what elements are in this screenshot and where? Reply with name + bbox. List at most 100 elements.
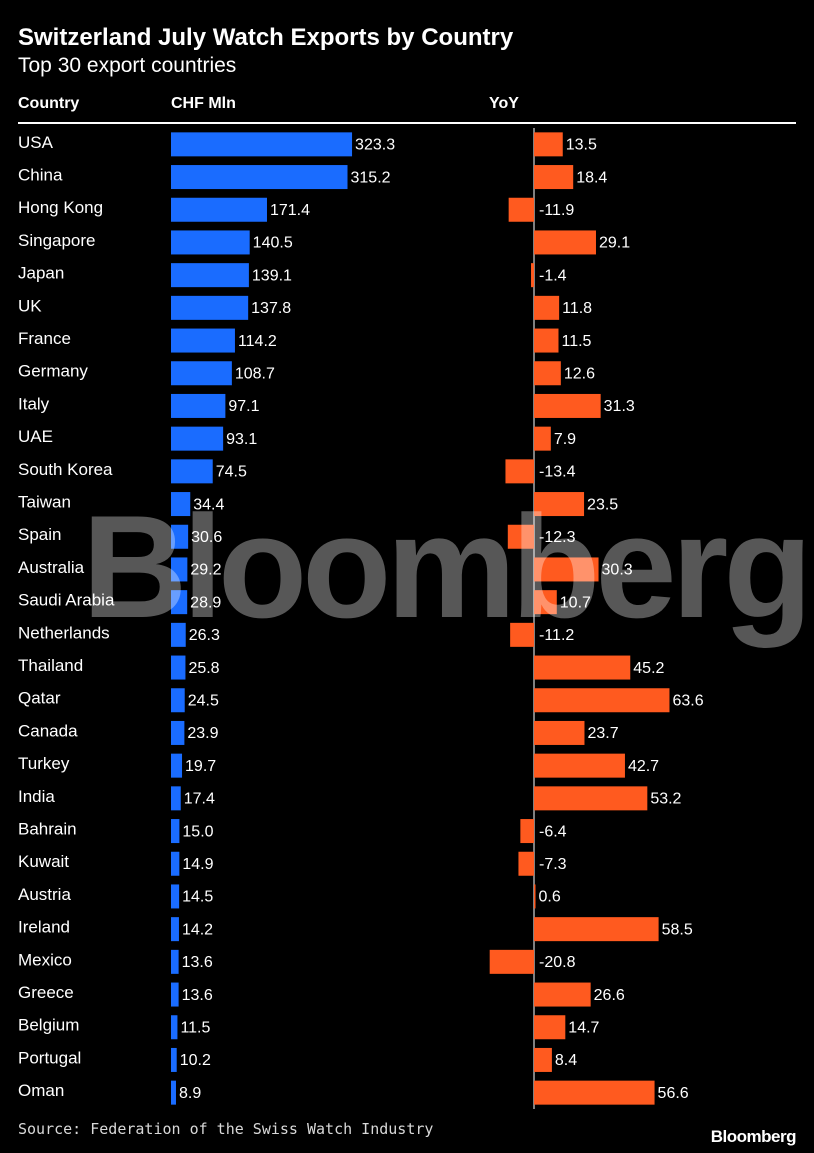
country-label-spain: Spain xyxy=(18,525,61,544)
yoy-bar-netherlands xyxy=(510,622,534,647)
value-bar-ireland xyxy=(171,917,179,942)
country-label-austria: Austria xyxy=(18,885,71,904)
value-label-mexico: 13.6 xyxy=(182,954,213,971)
country-label-mexico: Mexico xyxy=(18,950,72,969)
yoy-bar-taiwan xyxy=(534,492,585,517)
value-bar-hong-kong xyxy=(171,197,267,222)
value-bar-italy xyxy=(171,393,226,418)
yoy-bar-turkey xyxy=(534,753,625,778)
yoy-bar-thailand xyxy=(534,655,631,680)
value-bar-greece xyxy=(171,982,179,1007)
yoy-label-qatar: 63.6 xyxy=(672,692,703,709)
country-label-portugal: Portugal xyxy=(18,1048,81,1067)
value-label-thailand: 25.8 xyxy=(188,660,219,677)
country-label-oman: Oman xyxy=(18,1081,64,1100)
value-bar-germany xyxy=(171,361,232,386)
value-label-uae: 93.1 xyxy=(226,431,257,448)
yoy-bar-hong-kong xyxy=(508,197,534,222)
yoy-bar-kuwait xyxy=(518,851,534,876)
value-bar-australia xyxy=(171,557,188,582)
yoy-bar-mexico xyxy=(489,949,534,974)
value-label-spain: 30.6 xyxy=(191,529,222,546)
yoy-label-bahrain: -6.4 xyxy=(539,823,567,840)
yoy-label-usa: 13.5 xyxy=(566,137,597,154)
country-label-ireland: Ireland xyxy=(18,918,70,937)
value-label-usa: 323.3 xyxy=(355,137,395,154)
value-label-netherlands: 26.3 xyxy=(189,627,220,644)
yoy-bar-south-korea xyxy=(505,459,534,484)
value-label-uk: 137.8 xyxy=(251,300,291,317)
value-bar-uk xyxy=(171,295,249,320)
yoy-label-thailand: 45.2 xyxy=(633,660,664,677)
yoy-label-greece: 26.6 xyxy=(594,987,625,1004)
value-bar-austria xyxy=(171,884,180,909)
value-label-india: 17.4 xyxy=(184,791,215,808)
country-label-australia: Australia xyxy=(18,558,85,577)
value-label-hong-kong: 171.4 xyxy=(270,202,310,219)
yoy-label-turkey: 42.7 xyxy=(628,758,659,775)
yoy-bar-belgium xyxy=(534,1015,566,1040)
yoy-bar-bahrain xyxy=(520,819,534,844)
value-bar-qatar xyxy=(171,688,185,713)
country-label-saudi-arabia: Saudi Arabia xyxy=(18,591,115,610)
yoy-label-germany: 12.6 xyxy=(564,365,595,382)
yoy-label-japan: -1.4 xyxy=(539,267,567,284)
value-bar-saudi-arabia xyxy=(171,590,188,615)
yoy-label-china: 18.4 xyxy=(576,169,607,186)
column-header-yoy: YoY xyxy=(489,95,519,112)
yoy-label-taiwan: 23.5 xyxy=(587,496,618,513)
yoy-label-kuwait: -7.3 xyxy=(539,856,567,873)
yoy-label-ireland: 58.5 xyxy=(662,921,693,938)
yoy-label-south-korea: -13.4 xyxy=(539,464,576,481)
value-label-ireland: 14.2 xyxy=(182,921,213,938)
yoy-label-belgium: 14.7 xyxy=(568,1019,599,1036)
yoy-label-uae: 7.9 xyxy=(554,431,576,448)
value-bar-singapore xyxy=(171,230,250,255)
source-note: Source: Federation of the Swiss Watch In… xyxy=(18,1120,434,1138)
yoy-label-singapore: 29.1 xyxy=(599,235,630,252)
yoy-label-saudi-arabia: 10.7 xyxy=(560,594,591,611)
yoy-bar-portugal xyxy=(534,1047,552,1072)
country-label-italy: Italy xyxy=(18,394,50,413)
country-label-belgium: Belgium xyxy=(18,1016,79,1035)
value-label-qatar: 24.5 xyxy=(188,692,219,709)
value-bar-mexico xyxy=(171,949,179,974)
yoy-bar-spain xyxy=(507,524,534,549)
yoy-bar-qatar xyxy=(534,688,670,713)
country-label-canada: Canada xyxy=(18,721,78,740)
yoy-label-australia: 30.3 xyxy=(602,562,633,579)
value-bar-kuwait xyxy=(171,851,180,876)
chart-subtitle: Top 30 export countries xyxy=(18,54,237,77)
value-label-france: 114.2 xyxy=(238,333,277,350)
value-bar-thailand xyxy=(171,655,186,680)
yoy-label-canada: 23.7 xyxy=(587,725,618,742)
value-label-bahrain: 15.0 xyxy=(182,823,213,840)
value-bar-belgium xyxy=(171,1015,178,1040)
yoy-label-spain: -12.3 xyxy=(539,529,576,546)
country-label-uae: UAE xyxy=(18,427,53,446)
value-label-portugal: 10.2 xyxy=(180,1052,211,1069)
yoy-bar-japan xyxy=(531,263,534,288)
column-header-country: Country xyxy=(18,95,80,112)
value-bar-china xyxy=(171,165,348,190)
value-label-kuwait: 14.9 xyxy=(182,856,213,873)
yoy-label-italy: 31.3 xyxy=(604,398,635,415)
yoy-label-austria: 0.6 xyxy=(539,889,561,906)
country-label-greece: Greece xyxy=(18,983,74,1002)
yoy-bar-singapore xyxy=(534,230,596,255)
country-label-uk: UK xyxy=(18,296,42,315)
yoy-label-france: 11.5 xyxy=(561,333,591,350)
yoy-label-portugal: 8.4 xyxy=(555,1052,577,1069)
yoy-label-oman: 56.6 xyxy=(658,1085,689,1102)
yoy-bar-france xyxy=(534,328,559,353)
country-label-usa: USA xyxy=(18,133,54,152)
country-label-japan: Japan xyxy=(18,264,64,283)
value-bar-france xyxy=(171,328,235,353)
value-bar-bahrain xyxy=(171,819,180,844)
country-label-germany: Germany xyxy=(18,362,88,381)
value-label-austria: 14.5 xyxy=(182,889,213,906)
value-bar-south-korea xyxy=(171,459,213,484)
country-label-china: China xyxy=(18,166,63,185)
column-header-chf-mln: CHF Mln xyxy=(171,95,236,112)
yoy-label-hong-kong: -11.9 xyxy=(539,202,574,219)
